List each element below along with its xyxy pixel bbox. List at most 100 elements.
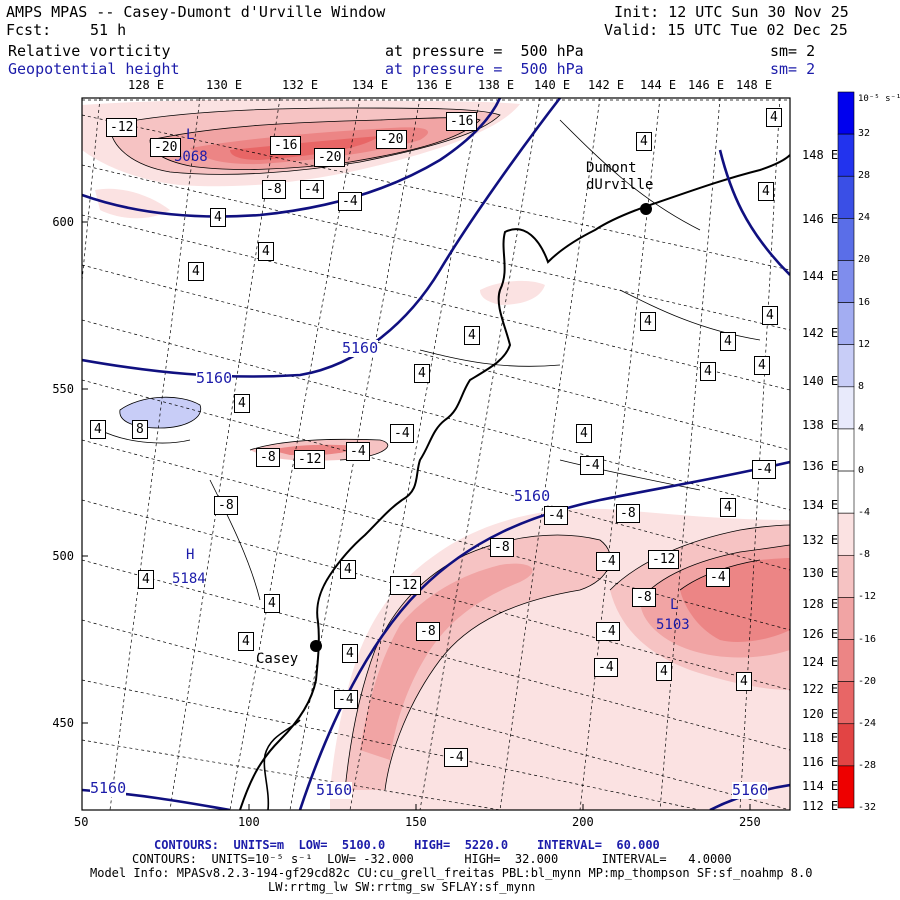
field1-smoothing: sm= 2: [770, 42, 816, 60]
vorticity-contour-label: -4: [596, 622, 620, 641]
vorticity-contour-label: 4: [576, 424, 592, 443]
right-axis-label: 118 E: [802, 731, 839, 745]
longitude-label: 140 E: [534, 78, 571, 92]
coastline-inlet: [263, 719, 301, 810]
vorticity-contour-label: 8: [132, 420, 148, 439]
vorticity-contour-label: 4: [720, 332, 736, 351]
vorticity-contour-label: 4: [754, 356, 770, 375]
vorticity-contour-label: -12: [106, 118, 138, 137]
x-tick-50: 50: [74, 815, 89, 829]
vorticity-contour-label: -4: [444, 748, 468, 767]
low-symbol-north: L: [186, 127, 195, 143]
map-title: AMPS MPAS -- Casey-Dumont d'Urville Wind…: [6, 3, 386, 21]
colorbar-tick-label: -20: [858, 675, 877, 687]
colorbar-cell: [837, 597, 855, 640]
vorticity-contour-label: 4: [640, 312, 656, 331]
vorticity-contour-label: 4: [636, 132, 652, 151]
vorticity-contour-label: 4: [762, 306, 778, 325]
vorticity-contour-label: 4: [342, 644, 358, 663]
colorbar-tick-label: -12: [858, 591, 877, 603]
colorbar-cell: [837, 386, 855, 430]
vorticity-contour-label: 4: [258, 242, 274, 261]
colorbar-cell: [837, 512, 855, 556]
vorticity-contour-label: 4: [766, 108, 782, 127]
graticule: [82, 98, 790, 810]
vorticity-contour-label: -8: [632, 588, 656, 607]
vorticity-contour-label: -16: [270, 136, 302, 155]
right-axis-label: 148 E: [802, 148, 839, 162]
longitude-label: 146 E: [688, 78, 725, 92]
colorbar-cell: [837, 554, 855, 598]
colorbar-cell: [837, 260, 855, 303]
right-axis-label: 126 E: [802, 627, 839, 641]
vorticity-contour-label: 4: [414, 364, 430, 383]
right-axis-label: 128 E: [802, 597, 839, 611]
low-symbol-east: L: [670, 597, 679, 613]
height-contour-label: 5160: [342, 339, 379, 357]
vorticity-contour-label: -4: [346, 442, 370, 461]
vorticity-contour-label: -8: [416, 622, 440, 641]
right-axis-label: 132 E: [802, 533, 839, 547]
colorbar-tick-label: 32: [858, 128, 871, 140]
longitude-label: 134 E: [352, 78, 389, 92]
colorbar-tick-label: -32: [858, 802, 877, 813]
right-axis-label: 136 E: [802, 459, 839, 473]
colorbar-tick-label: -8: [858, 549, 871, 561]
x-tick-150: 150: [405, 815, 427, 829]
right-axis-label: 144 E: [802, 269, 839, 283]
forecast-label: Fcst:: [6, 21, 52, 39]
colorbar-cell: [837, 639, 855, 682]
colorbar-tick-label: 0: [858, 465, 865, 477]
vorticity-contour-label: 4: [234, 394, 250, 413]
vorticity-contour-label: 4: [340, 560, 356, 579]
low-value-east: 5103: [656, 617, 690, 633]
x-tick-200: 200: [572, 815, 594, 829]
colorbar-cell: [837, 344, 855, 388]
y-tick-550: 550: [52, 382, 74, 396]
colorbar: [837, 91, 855, 809]
colorbar-unit: 10⁻⁵ s⁻¹: [858, 94, 900, 104]
height-contour-label: 5160: [196, 369, 233, 387]
vorticity-contour-label: -20: [150, 138, 182, 157]
colorbar-tick-label: -28: [858, 759, 877, 771]
map-plot-area: [82, 98, 790, 810]
vorticity-contour-label: -8: [256, 448, 280, 467]
colorbar-cell: [837, 723, 855, 767]
vorticity-contour-label: 4: [138, 570, 154, 589]
plot-frame: [81, 97, 791, 811]
vorticity-contour-label: 4: [238, 632, 254, 651]
vorticity-contour-label: -12: [294, 450, 326, 469]
footer-radiation-info: LW:rrtmg_lw SW:rrtmg_sw SFLAY:sf_mynn: [268, 880, 536, 894]
height-contour-label: 5160: [732, 781, 769, 799]
colorbar-tick-label: 4: [858, 422, 865, 434]
axis-ticks: [81, 221, 751, 810]
vorticity-contour-label: -8: [490, 538, 514, 557]
height-contour-label: 5160: [90, 779, 127, 797]
height-contour-label: 5160: [514, 487, 551, 505]
colorbar-cell: [837, 218, 855, 261]
colorbar-cell: [837, 302, 855, 346]
field2-name: Geopotential height: [8, 60, 180, 78]
vorticity-contour-label: -4: [544, 506, 568, 525]
y-tick-500: 500: [52, 549, 74, 563]
high-symbol: H: [186, 547, 195, 563]
vorticity-contour-label: -20: [376, 130, 408, 149]
field2-smoothing: sm= 2: [770, 60, 816, 78]
longitude-label: 128 E: [128, 78, 165, 92]
colorbar-tick-label: -16: [858, 633, 877, 645]
colorbar-tick-label: 8: [858, 380, 865, 392]
low-value-north: 5068: [174, 149, 208, 165]
colorbar-tick-label: 24: [858, 212, 871, 224]
colorbar-tick-label: 16: [858, 296, 871, 308]
casey-station-marker: [310, 640, 322, 652]
coastline: [239, 204, 651, 810]
right-axis-label: 116 E: [802, 755, 839, 769]
init-time: Init: 12 UTC Sun 30 Nov 25: [614, 3, 849, 21]
vorticity-contour-label: -16: [446, 112, 478, 131]
longitude-label: 130 E: [206, 78, 243, 92]
vorticity-contour-label: -8: [262, 180, 286, 199]
right-axis-label: 146 E: [802, 212, 839, 226]
vorticity-contour-label: -4: [390, 424, 414, 443]
colorbar-tick-label: -24: [858, 717, 877, 729]
